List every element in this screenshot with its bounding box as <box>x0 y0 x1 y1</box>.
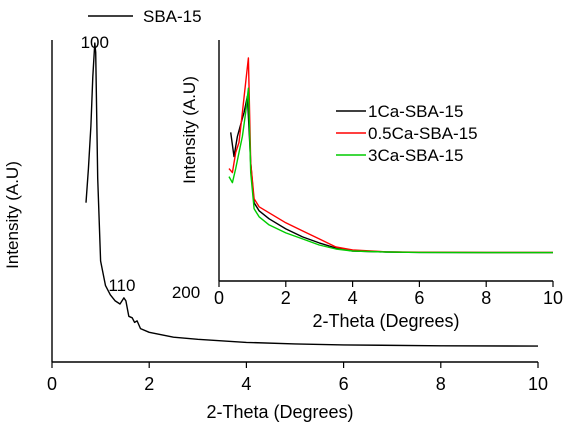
main-legend: SBA-15 <box>88 7 202 26</box>
inset-legend: 1Ca-SBA-15 0.5Ca-SBA-15 3Ca-SBA-15 <box>336 102 478 165</box>
inset-legend-label: 0.5Ca-SBA-15 <box>368 124 478 143</box>
main-series-group <box>85 42 539 347</box>
inset-x-ticks <box>218 281 554 287</box>
inset-x-axis-label: 2-Theta (Degrees) <box>312 311 459 331</box>
main-x-tick-label: 4 <box>241 374 251 394</box>
inset-x-tick-label: 8 <box>481 288 491 308</box>
inset-x-tick-label: 0 <box>214 288 224 308</box>
main-x-axis-label: 2-Theta (Degrees) <box>206 402 353 422</box>
main-y-axis-label: Intensity (A.U) <box>3 161 22 269</box>
inset-x-tick-label: 10 <box>543 288 563 308</box>
main-x-tick-label: 8 <box>436 374 446 394</box>
main-peak-labels: 100 110 200 <box>81 33 201 302</box>
main-x-tick-labels: 0 2 4 6 8 10 <box>47 374 548 394</box>
inset-series-line-2 <box>228 87 553 254</box>
main-x-tick-label: 6 <box>339 374 349 394</box>
main-plot: 0 2 4 6 8 10 100 110 200 2-Theta (Degrees) Inte… <box>3 7 548 422</box>
main-x-tick-label: 0 <box>47 374 57 394</box>
inset-legend-label: 3Ca-SBA-15 <box>368 146 463 165</box>
inset-y-axis-label: Intensity (A.U) <box>180 76 199 184</box>
inset-x-tick-labels: 0 2 4 6 8 10 <box>214 288 563 308</box>
inset-x-tick-label: 6 <box>414 288 424 308</box>
peak-label-110: 110 <box>108 276 135 295</box>
inset-x-tick-label: 4 <box>348 288 358 308</box>
main-legend-label: SBA-15 <box>143 7 202 26</box>
inset-plot: 0 2 4 6 8 10 2-Theta (Degrees) Intensity (A.U… <box>180 40 563 331</box>
inset-x-tick-label: 2 <box>281 288 291 308</box>
peak-label-100: 100 <box>81 33 109 52</box>
inset-series-group <box>228 57 553 254</box>
main-x-tick-label: 2 <box>144 374 154 394</box>
inset-legend-label: 1Ca-SBA-15 <box>368 102 463 121</box>
peak-label-200: 200 <box>172 283 200 302</box>
main-x-ticks <box>51 362 539 368</box>
main-series-line-0 <box>85 42 539 347</box>
main-x-tick-label: 10 <box>528 374 548 394</box>
